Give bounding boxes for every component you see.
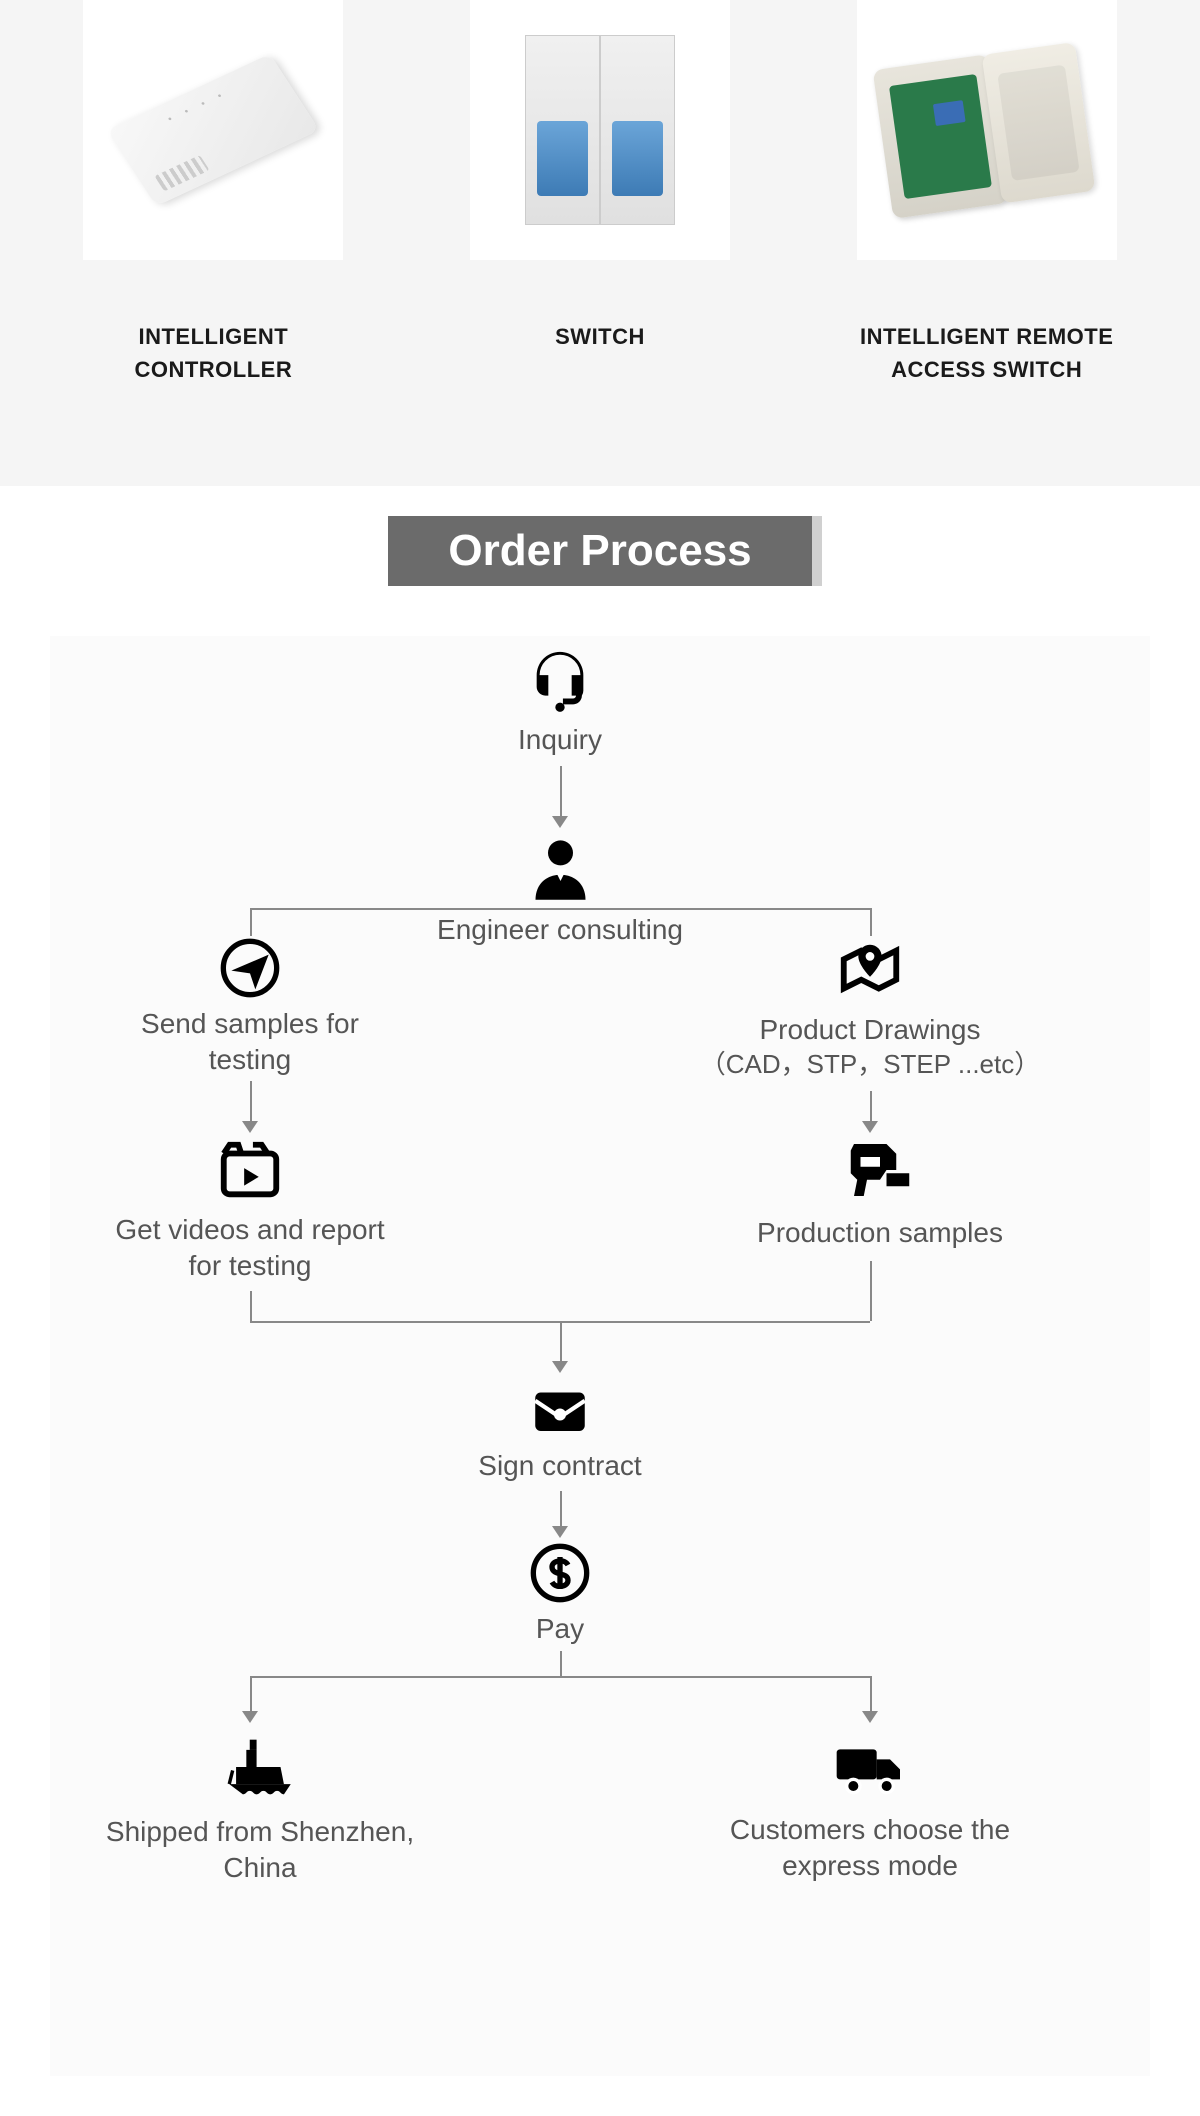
- arrow-icon: [242, 1711, 258, 1723]
- node-sublabel: （CAD，STP，STEP ...etc）: [650, 1048, 1090, 1082]
- connector: [870, 1261, 872, 1321]
- connector: [870, 1091, 872, 1121]
- connector: [250, 1676, 870, 1678]
- connector: [560, 1321, 562, 1361]
- connector: [870, 1676, 872, 1711]
- node-label: Production samples: [730, 1215, 1030, 1251]
- product-label: INTELLIGENT CONTROLLER: [60, 320, 367, 386]
- node-ship: Shipped from Shenzhen, China: [90, 1726, 430, 1887]
- headset-icon: [525, 646, 595, 716]
- order-process-title: Order Process: [388, 516, 811, 586]
- node-production: Production samples: [730, 1131, 1030, 1251]
- product-card: INTELLIGENT REMOTE ACCESS SWITCH: [833, 0, 1140, 386]
- connector: [250, 1081, 252, 1121]
- machine-icon: [841, 1131, 919, 1209]
- arrow-icon: [862, 1711, 878, 1723]
- arrow-icon: [552, 816, 568, 828]
- arrow-icon: [552, 1361, 568, 1373]
- products-row: INTELLIGENT CONTROLLER CHNT SWITCH INTEL…: [0, 0, 1200, 486]
- connector: [560, 1491, 562, 1526]
- connector: [250, 1676, 252, 1711]
- product-image-controller: [83, 0, 343, 260]
- connector: [560, 766, 562, 816]
- truck-icon: [830, 1726, 910, 1806]
- node-pay: Pay: [480, 1541, 640, 1647]
- node-drawings: Product Drawings （CAD，STP，STEP ...etc）: [650, 936, 1090, 1082]
- product-label: INTELLIGENT REMOTE ACCESS SWITCH: [833, 320, 1140, 386]
- node-label: Customers choose the express mode: [690, 1812, 1050, 1885]
- node-label: Shipped from Shenzhen, China: [90, 1814, 430, 1887]
- node-label: Get videos and report for testing: [100, 1212, 400, 1285]
- dollar-icon: [528, 1541, 592, 1605]
- node-sign: Sign contract: [450, 1376, 670, 1484]
- node-label: Inquiry: [470, 722, 650, 758]
- product-label: SWITCH: [555, 320, 645, 353]
- node-label: Sign contract: [450, 1448, 670, 1484]
- map-pin-icon: [835, 936, 905, 1006]
- product-image-remote: [857, 0, 1117, 260]
- person-icon: [523, 831, 598, 906]
- order-process-flowchart: Inquiry Engineer consulting Send samples…: [50, 636, 1150, 2076]
- connector: [870, 908, 872, 936]
- product-image-switch: CHNT: [470, 0, 730, 260]
- order-process-header-wrap: Order Process: [0, 516, 1200, 586]
- plane-icon: [218, 936, 282, 1000]
- connector: [560, 1651, 562, 1676]
- node-engineer: Engineer consulting: [410, 831, 710, 948]
- node-express: Customers choose the express mode: [690, 1726, 1050, 1885]
- ship-icon: [219, 1726, 301, 1808]
- product-card: CHNT SWITCH: [447, 0, 754, 386]
- node-samples-test: Send samples for testing: [110, 936, 390, 1079]
- connector: [250, 1291, 252, 1321]
- node-label: Product Drawings: [650, 1012, 1090, 1048]
- node-label: Send samples for testing: [110, 1006, 390, 1079]
- arrow-icon: [242, 1121, 258, 1133]
- node-inquiry: Inquiry: [470, 646, 650, 758]
- envelope-icon: [527, 1376, 593, 1442]
- connector: [250, 908, 870, 910]
- arrow-icon: [552, 1526, 568, 1538]
- node-videos: Get videos and report for testing: [100, 1136, 400, 1285]
- product-card: INTELLIGENT CONTROLLER: [60, 0, 367, 386]
- connector: [250, 908, 252, 936]
- node-label: Pay: [480, 1611, 640, 1647]
- video-icon: [215, 1136, 285, 1206]
